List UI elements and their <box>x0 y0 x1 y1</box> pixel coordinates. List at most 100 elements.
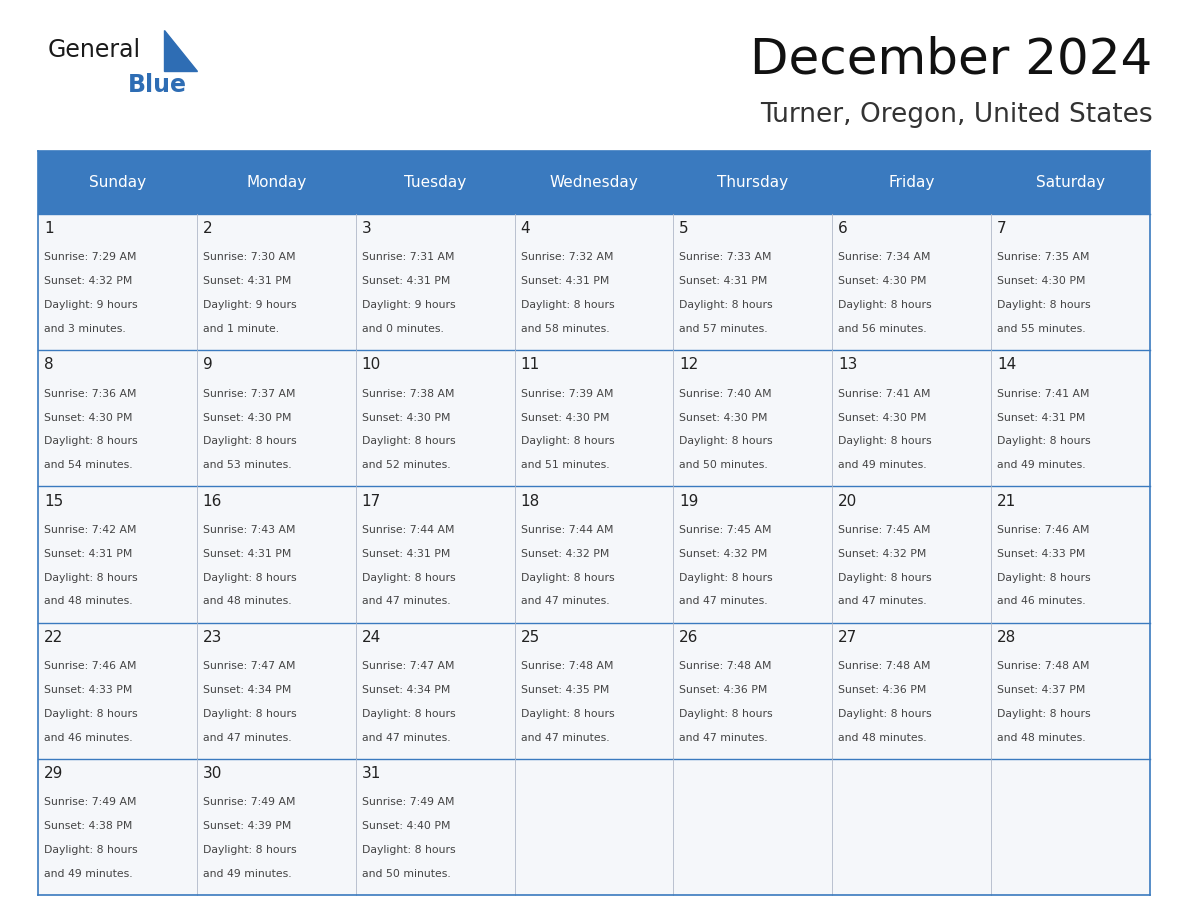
Text: and 46 minutes.: and 46 minutes. <box>44 733 133 743</box>
Text: 28: 28 <box>997 630 1016 645</box>
Text: Wednesday: Wednesday <box>550 175 638 190</box>
Text: and 47 minutes.: and 47 minutes. <box>839 597 927 607</box>
Text: Sunrise: 7:29 AM: Sunrise: 7:29 AM <box>44 252 137 263</box>
Text: Sunset: 4:36 PM: Sunset: 4:36 PM <box>680 685 767 695</box>
Text: Sunset: 4:40 PM: Sunset: 4:40 PM <box>361 822 450 831</box>
Text: Sunset: 4:32 PM: Sunset: 4:32 PM <box>44 276 132 286</box>
Text: 10: 10 <box>361 357 381 373</box>
Text: 15: 15 <box>44 494 63 509</box>
Text: Sunrise: 7:44 AM: Sunrise: 7:44 AM <box>361 525 454 535</box>
Text: Sunrise: 7:46 AM: Sunrise: 7:46 AM <box>997 525 1089 535</box>
Text: Sunrise: 7:40 AM: Sunrise: 7:40 AM <box>680 388 772 398</box>
Text: Monday: Monday <box>246 175 307 190</box>
Text: Sunrise: 7:49 AM: Sunrise: 7:49 AM <box>361 798 454 807</box>
Text: Sunset: 4:32 PM: Sunset: 4:32 PM <box>839 549 927 559</box>
Bar <box>38 350 1150 487</box>
Text: Sunrise: 7:43 AM: Sunrise: 7:43 AM <box>203 525 296 535</box>
Text: 4: 4 <box>520 221 530 236</box>
Text: Daylight: 9 hours: Daylight: 9 hours <box>203 300 297 310</box>
Text: 9: 9 <box>203 357 213 373</box>
Text: and 47 minutes.: and 47 minutes. <box>680 597 767 607</box>
Text: and 48 minutes.: and 48 minutes. <box>839 733 927 743</box>
Text: and 49 minutes.: and 49 minutes. <box>203 869 291 879</box>
Text: December 2024: December 2024 <box>750 36 1152 84</box>
Text: Sunset: 4:31 PM: Sunset: 4:31 PM <box>44 549 132 559</box>
Text: Blue: Blue <box>128 73 188 97</box>
Text: 26: 26 <box>680 630 699 645</box>
Text: Saturday: Saturday <box>1036 175 1105 190</box>
Text: 27: 27 <box>839 630 858 645</box>
Text: Daylight: 8 hours: Daylight: 8 hours <box>997 709 1091 719</box>
Text: Sunrise: 7:48 AM: Sunrise: 7:48 AM <box>997 661 1089 671</box>
Text: Tuesday: Tuesday <box>404 175 466 190</box>
Text: and 56 minutes.: and 56 minutes. <box>839 324 927 334</box>
Text: Daylight: 8 hours: Daylight: 8 hours <box>44 573 138 583</box>
Text: Daylight: 8 hours: Daylight: 8 hours <box>203 709 297 719</box>
Bar <box>38 487 1150 622</box>
Text: Sunset: 4:31 PM: Sunset: 4:31 PM <box>361 276 450 286</box>
Text: Daylight: 8 hours: Daylight: 8 hours <box>680 300 773 310</box>
Text: Sunset: 4:38 PM: Sunset: 4:38 PM <box>44 822 132 831</box>
Text: 23: 23 <box>203 630 222 645</box>
Text: Daylight: 8 hours: Daylight: 8 hours <box>680 709 773 719</box>
Text: 24: 24 <box>361 630 381 645</box>
Polygon shape <box>164 30 197 71</box>
Text: Daylight: 8 hours: Daylight: 8 hours <box>997 436 1091 446</box>
Text: Sunset: 4:34 PM: Sunset: 4:34 PM <box>361 685 450 695</box>
Text: and 47 minutes.: and 47 minutes. <box>361 733 450 743</box>
Text: Daylight: 8 hours: Daylight: 8 hours <box>361 436 455 446</box>
Text: Daylight: 8 hours: Daylight: 8 hours <box>839 436 931 446</box>
Text: Daylight: 8 hours: Daylight: 8 hours <box>839 300 931 310</box>
Text: and 47 minutes.: and 47 minutes. <box>361 597 450 607</box>
Text: Sunset: 4:32 PM: Sunset: 4:32 PM <box>680 549 767 559</box>
Text: General: General <box>48 39 140 62</box>
Text: Sunset: 4:31 PM: Sunset: 4:31 PM <box>680 276 767 286</box>
Text: 29: 29 <box>44 767 63 781</box>
Text: and 52 minutes.: and 52 minutes. <box>361 460 450 470</box>
Text: 17: 17 <box>361 494 381 509</box>
Text: Sunset: 4:30 PM: Sunset: 4:30 PM <box>839 276 927 286</box>
Text: Daylight: 8 hours: Daylight: 8 hours <box>361 573 455 583</box>
Text: 30: 30 <box>203 767 222 781</box>
Text: and 3 minutes.: and 3 minutes. <box>44 324 126 334</box>
Text: Daylight: 8 hours: Daylight: 8 hours <box>44 845 138 855</box>
Text: Sunset: 4:37 PM: Sunset: 4:37 PM <box>997 685 1086 695</box>
Text: 16: 16 <box>203 494 222 509</box>
Text: Sunrise: 7:44 AM: Sunrise: 7:44 AM <box>520 525 613 535</box>
Text: Daylight: 8 hours: Daylight: 8 hours <box>680 573 773 583</box>
Text: Sunset: 4:31 PM: Sunset: 4:31 PM <box>361 549 450 559</box>
Text: and 48 minutes.: and 48 minutes. <box>997 733 1086 743</box>
Text: Sunrise: 7:45 AM: Sunrise: 7:45 AM <box>839 525 930 535</box>
Text: Sunrise: 7:47 AM: Sunrise: 7:47 AM <box>361 661 454 671</box>
Text: Daylight: 8 hours: Daylight: 8 hours <box>520 573 614 583</box>
Text: Sunset: 4:39 PM: Sunset: 4:39 PM <box>203 822 291 831</box>
Text: Sunset: 4:30 PM: Sunset: 4:30 PM <box>361 412 450 422</box>
Text: and 1 minute.: and 1 minute. <box>203 324 279 334</box>
Text: Sunrise: 7:48 AM: Sunrise: 7:48 AM <box>839 661 930 671</box>
Text: and 49 minutes.: and 49 minutes. <box>839 460 927 470</box>
Text: 20: 20 <box>839 494 858 509</box>
Text: Sunrise: 7:45 AM: Sunrise: 7:45 AM <box>680 525 772 535</box>
Text: and 48 minutes.: and 48 minutes. <box>203 597 291 607</box>
Text: Daylight: 9 hours: Daylight: 9 hours <box>361 300 455 310</box>
Text: Daylight: 8 hours: Daylight: 8 hours <box>203 845 297 855</box>
Bar <box>38 214 1150 350</box>
Text: Sunset: 4:30 PM: Sunset: 4:30 PM <box>203 412 291 422</box>
Text: Sunrise: 7:41 AM: Sunrise: 7:41 AM <box>997 388 1089 398</box>
Text: 11: 11 <box>520 357 539 373</box>
Text: Daylight: 8 hours: Daylight: 8 hours <box>361 845 455 855</box>
Text: Sunrise: 7:32 AM: Sunrise: 7:32 AM <box>520 252 613 263</box>
Text: 25: 25 <box>520 630 539 645</box>
Text: Daylight: 8 hours: Daylight: 8 hours <box>44 436 138 446</box>
Text: 22: 22 <box>44 630 63 645</box>
Text: Sunset: 4:35 PM: Sunset: 4:35 PM <box>520 685 609 695</box>
Text: Daylight: 8 hours: Daylight: 8 hours <box>997 300 1091 310</box>
Text: 19: 19 <box>680 494 699 509</box>
Text: Sunrise: 7:42 AM: Sunrise: 7:42 AM <box>44 525 137 535</box>
Text: Sunset: 4:32 PM: Sunset: 4:32 PM <box>520 549 609 559</box>
Text: Sunrise: 7:36 AM: Sunrise: 7:36 AM <box>44 388 137 398</box>
Text: Sunset: 4:31 PM: Sunset: 4:31 PM <box>203 276 291 286</box>
Text: Sunset: 4:30 PM: Sunset: 4:30 PM <box>997 276 1086 286</box>
Text: Sunset: 4:31 PM: Sunset: 4:31 PM <box>520 276 609 286</box>
Text: Sunrise: 7:41 AM: Sunrise: 7:41 AM <box>839 388 930 398</box>
